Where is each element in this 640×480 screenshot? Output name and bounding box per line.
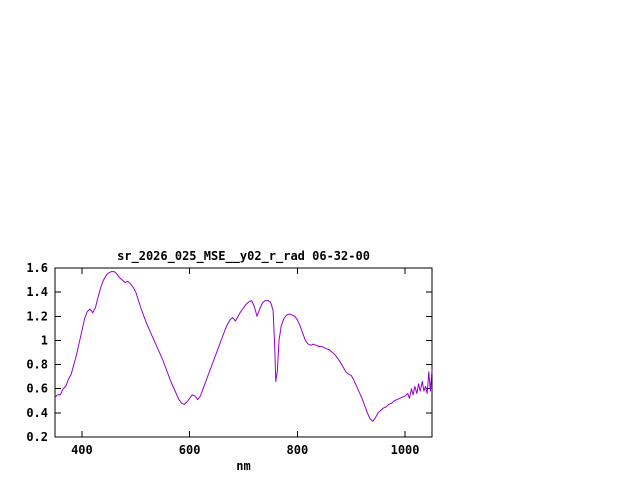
y-tick-label: 0.6 — [26, 382, 48, 396]
y-tick-label: 1.2 — [26, 309, 48, 323]
y-tick-label: 0.2 — [26, 430, 48, 444]
x-tick-label: 800 — [287, 443, 309, 457]
data-line — [54, 271, 433, 422]
y-tick-label: 1 — [41, 333, 48, 347]
y-tick-label: 1.6 — [26, 261, 48, 275]
x-tick-label: 400 — [71, 443, 93, 457]
chart-title: sr_2026_025_MSE__y02_r_rad 06-32-00 — [117, 249, 370, 263]
x-tick-label: 600 — [179, 443, 201, 457]
y-tick-label: 0.8 — [26, 358, 48, 372]
x-axis-label: nm — [236, 459, 251, 473]
y-tick-label: 0.4 — [26, 406, 48, 420]
x-tick-label: 1000 — [391, 443, 420, 457]
y-tick-label: 1.4 — [26, 285, 48, 299]
plot-border — [54, 267, 433, 438]
